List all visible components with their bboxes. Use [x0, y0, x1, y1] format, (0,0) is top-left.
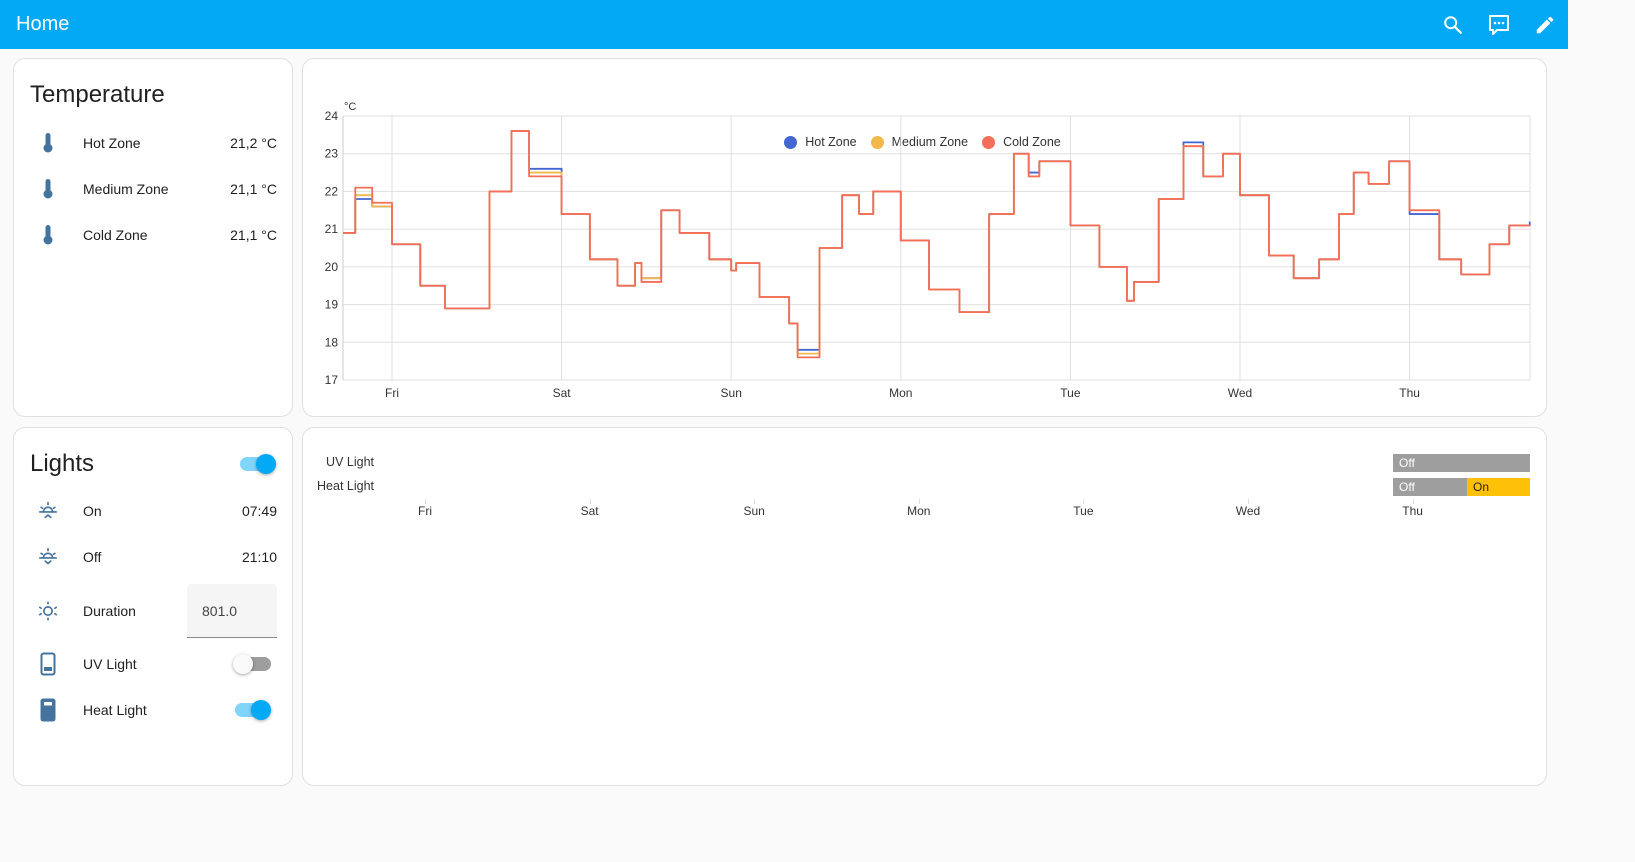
timeline-axis-tick [1412, 499, 1414, 504]
pencil-icon [1536, 16, 1554, 33]
timeline-segment[interactable]: Off [1393, 478, 1467, 496]
entity-row-duration: Duration 801.0 [14, 584, 292, 638]
page-margin [1568, 0, 1635, 862]
timeline-axis-tick [918, 499, 920, 504]
timeline-row-label-heat-light: Heat Light [317, 479, 374, 493]
svg-text:Sun: Sun [721, 386, 742, 400]
sun-set-icon [36, 545, 60, 569]
svg-text:Sat: Sat [553, 386, 572, 400]
timeline-axis-tick [425, 499, 426, 504]
svg-text:19: 19 [325, 298, 339, 312]
svg-text:°C: °C [344, 101, 356, 113]
svg-text:Thu: Thu [1399, 386, 1420, 400]
temperature-history-card: Hot Zone Medium Zone Cold Zone 17 18 19 20 2… [302, 58, 1547, 417]
svg-text:17: 17 [325, 373, 339, 387]
timeline-segment[interactable]: Off [1393, 454, 1530, 472]
timeline-axis-tick [754, 499, 756, 504]
timeline-axis-label: Mon [907, 504, 931, 518]
timeline-axis-label: Sun [743, 504, 765, 518]
svg-text:Mon: Mon [889, 386, 912, 400]
svg-text:Tue: Tue [1060, 386, 1081, 400]
message-dots-icon [1489, 14, 1509, 35]
legend-item-medium-zone[interactable]: Medium Zone [870, 135, 968, 149]
entity-row-medium-zone[interactable]: Medium Zone 21,1 °C [14, 169, 292, 209]
temperature-card-title: Temperature [30, 81, 165, 108]
legend-dot [870, 135, 884, 149]
timeline-axis-label: Tue [1073, 504, 1094, 518]
duration-input[interactable]: 801.0 [187, 584, 277, 638]
light-off-icon [36, 652, 60, 676]
timeline-axis-tick [1083, 499, 1085, 504]
timeline-axis-tick [589, 499, 591, 504]
app-header: Home [0, 0, 1568, 49]
entity-row-on-time[interactable]: On 07:49 [14, 491, 292, 531]
entity-name: Cold Zone [83, 227, 148, 243]
timeline-axis-label: Wed [1235, 504, 1261, 518]
timeline-axis-label: Sat [580, 504, 599, 518]
entity-value: 21,2 °C [230, 135, 277, 151]
entity-row-uv-light[interactable]: UV Light [14, 644, 292, 684]
entity-name: Duration [83, 603, 136, 619]
entity-name: Heat Light [83, 702, 147, 718]
lights-card-title: Lights [30, 450, 95, 477]
lights-card: Lights On 07:49 Off 21:10 Duration 801.0… [13, 427, 293, 786]
sun-icon [36, 599, 60, 623]
assist-button[interactable] [1476, 2, 1522, 48]
legend-item-cold-zone[interactable]: Cold Zone [982, 135, 1061, 149]
entity-value: 21,1 °C [230, 227, 277, 243]
entity-name: UV Light [83, 656, 137, 672]
sun-rise-icon [36, 499, 60, 523]
legend-item-hot-zone[interactable]: Hot Zone [784, 135, 857, 149]
svg-text:21: 21 [325, 222, 339, 236]
timeline-axis-label: Thu [1402, 504, 1423, 518]
entity-name: Medium Zone [83, 181, 169, 197]
edit-dashboard-button[interactable] [1522, 2, 1568, 48]
svg-text:22: 22 [325, 184, 339, 198]
lights-history-card: UV Light Heat Light Off Off On Fri Sat Sun Mon… [302, 427, 1547, 786]
header-actions [1430, 0, 1568, 49]
timeline-row-label-uv-light: UV Light [326, 455, 374, 469]
entity-name: Off [83, 549, 102, 565]
legend-dot [784, 135, 798, 149]
entity-value: 07:49 [241, 503, 277, 519]
search-icon [1444, 15, 1462, 34]
svg-text:20: 20 [325, 260, 339, 274]
search-button[interactable] [1430, 2, 1476, 48]
entity-row-hot-zone[interactable]: Hot Zone 21,2 °C [14, 123, 292, 163]
svg-text:18: 18 [325, 335, 339, 349]
legend-dot [982, 135, 996, 149]
heat-light-toggle[interactable] [235, 700, 271, 720]
entity-row-off-time[interactable]: Off 21:10 [14, 537, 292, 577]
thermometer-icon [36, 131, 60, 155]
thermometer-icon [36, 223, 60, 247]
timeline-axis-label: Fri [418, 504, 432, 518]
lights-timeline-chart[interactable]: UV Light Heat Light Off Off On Fri Sat Sun Mon… [302, 427, 1547, 547]
timeline-axis-tick [1248, 499, 1249, 504]
chart-legend: Hot Zone Medium Zone Cold Zone [303, 135, 1546, 149]
timeline-segment[interactable]: On [1467, 478, 1530, 496]
lights-master-toggle[interactable] [240, 454, 276, 474]
page-title: Home [16, 13, 70, 35]
entity-name: On [83, 503, 102, 519]
entity-value: 21,1 °C [230, 181, 277, 197]
svg-text:24: 24 [325, 109, 339, 123]
thermometer-icon [36, 177, 60, 201]
temperature-line-chart[interactable]: 17 18 19 20 21 22 23 24 Fri Sat Sun Mon Tue Wed Thu °C [302, 58, 1547, 417]
uv-light-toggle[interactable] [233, 654, 271, 674]
entity-row-cold-zone[interactable]: Cold Zone 21,1 °C [14, 215, 292, 255]
svg-text:Fri: Fri [385, 386, 399, 400]
svg-text:Wed: Wed [1228, 386, 1252, 400]
svg-text:23: 23 [325, 147, 339, 161]
light-on-icon [36, 698, 60, 722]
entity-value: 21:10 [241, 549, 277, 565]
entity-name: Hot Zone [83, 135, 141, 151]
entity-row-heat-light[interactable]: Heat Light [14, 690, 292, 730]
temperature-card: Temperature Hot Zone 21,2 °C Medium Zone… [13, 58, 293, 417]
